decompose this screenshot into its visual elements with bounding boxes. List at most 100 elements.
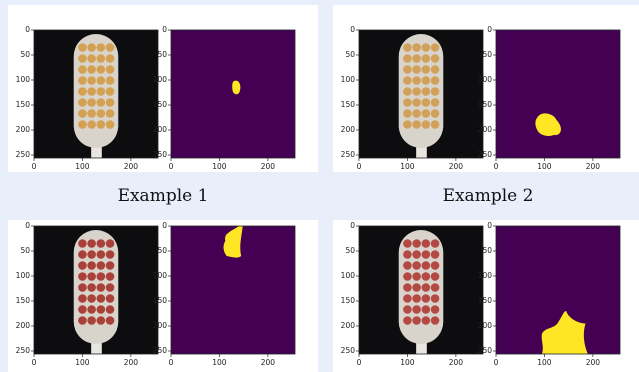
bristle-tuft: [412, 120, 421, 129]
bristle-tuft: [412, 272, 421, 281]
y-tick-label: 100: [153, 271, 168, 280]
bristle-tuft: [431, 87, 440, 96]
bristle-tuft: [403, 87, 412, 96]
bristle-tuft: [78, 43, 87, 52]
bristle-tuft: [87, 76, 96, 85]
bristle-tuft: [78, 250, 87, 259]
bristle-tuft: [97, 87, 106, 96]
bristle-tuft: [87, 87, 96, 96]
bristle-tuft: [431, 239, 440, 248]
y-tick-label: 200: [478, 321, 493, 330]
x-tick-label: 100: [212, 358, 227, 367]
bristle-tuft: [78, 87, 87, 96]
y-tick-label: 250: [153, 150, 168, 159]
y-tick-label: 50: [482, 246, 492, 255]
y-tick-label: 0: [25, 221, 30, 230]
bristle-tuft: [106, 54, 115, 63]
y-tick-label: 100: [16, 271, 31, 280]
bristle-tuft: [403, 305, 412, 314]
bristle-tuft: [412, 305, 421, 314]
x-tick-label: 0: [169, 358, 174, 367]
y-tick-label: 250: [341, 346, 356, 355]
y-tick-label: 50: [157, 50, 167, 59]
y-tick-label: 50: [345, 50, 355, 59]
bristle-tuft: [87, 316, 96, 325]
y-tick-label: 150: [16, 100, 31, 109]
example-panel: 0501001502002500100200050100150200250010…: [333, 5, 639, 172]
x-tick-label: 200: [261, 358, 276, 367]
y-tick-label: 100: [478, 75, 493, 84]
x-tick-label: 200: [449, 358, 464, 367]
y-tick-label: 50: [482, 50, 492, 59]
bristle-tuft: [422, 65, 431, 74]
bristle-tuft: [403, 54, 412, 63]
bristle-tuft: [87, 272, 96, 281]
bristle-tuft: [106, 283, 115, 292]
x-tick-label: 100: [75, 162, 90, 171]
photo-image: [359, 226, 483, 356]
bristle-tuft: [78, 76, 87, 85]
bristle-tuft: [431, 283, 440, 292]
bristle-tuft: [97, 98, 106, 107]
bristle-tuft: [97, 250, 106, 259]
y-tick-label: 100: [16, 75, 31, 84]
bristle-tuft: [87, 98, 96, 107]
bristle-tuft: [106, 294, 115, 303]
x-tick-label: 100: [400, 358, 415, 367]
x-tick-label: 100: [400, 162, 415, 171]
y-tick-label: 50: [157, 246, 167, 255]
y-tick-label: 200: [478, 125, 493, 134]
bristle-tuft: [431, 316, 440, 325]
bristle-tuft: [87, 109, 96, 118]
bristle-tuft: [78, 305, 87, 314]
bristle-tuft: [78, 54, 87, 63]
bristle-tuft: [403, 65, 412, 74]
bristle-tuft: [431, 98, 440, 107]
x-tick-label: 200: [261, 162, 276, 171]
bristle-tuft: [422, 305, 431, 314]
bristle-tuft: [412, 76, 421, 85]
bristle-tuft: [403, 294, 412, 303]
bristle-tuft: [412, 87, 421, 96]
y-tick-label: 100: [341, 271, 356, 280]
photo-image: [359, 30, 483, 160]
y-tick-label: 250: [16, 150, 31, 159]
bristle-tuft: [87, 54, 96, 63]
y-tick-label: 150: [16, 296, 31, 305]
bristle-tuft: [431, 250, 440, 259]
bristle-tuft: [78, 316, 87, 325]
y-tick-label: 150: [341, 100, 356, 109]
bristle-tuft: [422, 43, 431, 52]
bristle-tuft: [78, 294, 87, 303]
example-caption: Example 1: [118, 186, 209, 206]
bristle-tuft: [412, 316, 421, 325]
y-tick-label: 250: [341, 150, 356, 159]
mask-image: [171, 30, 295, 158]
mask-background: [171, 30, 295, 158]
y-tick-label: 100: [478, 271, 493, 280]
bristle-tuft: [106, 87, 115, 96]
bristle-tuft: [97, 120, 106, 129]
y-tick-label: 50: [20, 246, 30, 255]
bristle-tuft: [431, 272, 440, 281]
bristle-tuft: [97, 43, 106, 52]
mask-image: [496, 226, 620, 354]
photo-image: [34, 30, 158, 160]
bristle-tuft: [403, 283, 412, 292]
y-tick-label: 150: [153, 100, 168, 109]
bristle-tuft: [87, 283, 96, 292]
y-tick-label: 0: [162, 221, 167, 230]
y-tick-label: 200: [341, 125, 356, 134]
bristle-tuft: [106, 272, 115, 281]
bristle-tuft: [78, 261, 87, 270]
x-tick-label: 0: [169, 162, 174, 171]
y-tick-label: 0: [162, 25, 167, 34]
y-tick-label: 200: [153, 125, 168, 134]
y-tick-label: 0: [350, 25, 355, 34]
bristle-tuft: [106, 98, 115, 107]
bristle-tuft: [78, 120, 87, 129]
bristle-tuft: [431, 261, 440, 270]
bristle-tuft: [106, 43, 115, 52]
